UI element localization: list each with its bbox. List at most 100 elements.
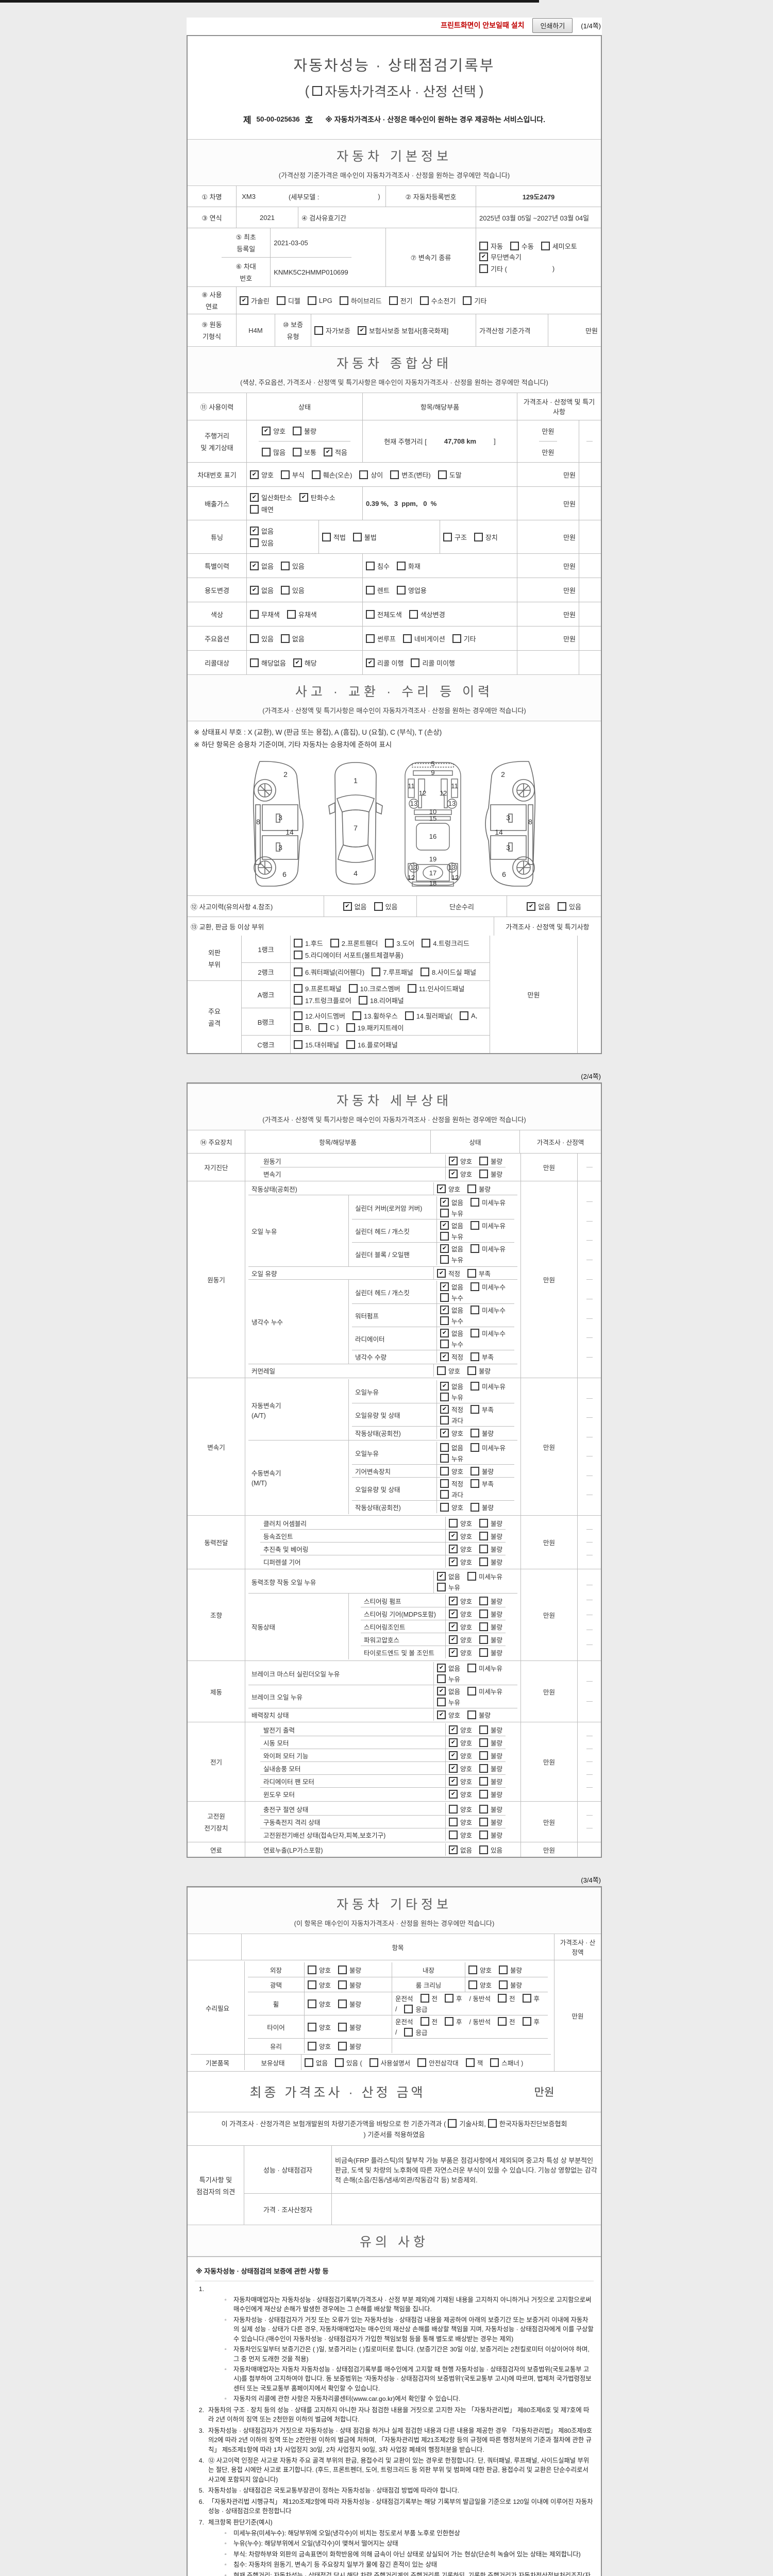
table-cell: 없음 미세누유 누유: [437, 1442, 514, 1464]
text: 2021-03-05: [274, 239, 308, 247]
checkbox-label: 있음 (: [346, 2059, 362, 2067]
checkbox-option: 불량: [470, 1428, 494, 1438]
checkbox-option: 양호: [440, 1502, 463, 1512]
checkbox-option: ✔ 양호: [448, 1596, 472, 1606]
checkbox-label: 불량: [491, 1598, 503, 1605]
checkbox-option: 있음: [374, 902, 397, 911]
checkbox-icon: [558, 902, 566, 911]
notice-bullet: ▫ 자동차매매업자는 자동차 자동차성능 · 상태점검기록부를 매수인에게 고지할…: [225, 2365, 594, 2393]
table-cell: ⑤ 최초 등록일 2021-03-05 ⑥ 차대 번호 KNMK5C2HMMP010699: [188, 228, 386, 286]
checkbox-option: 불량: [467, 1366, 491, 1376]
text: 주행거리: [205, 432, 229, 440]
checkbox-option: 14.필러패널(: [405, 1011, 452, 1021]
text: 운전석: [395, 2019, 413, 2026]
checkbox-label: 미세누유: [482, 1223, 506, 1230]
table-cell: [188, 1934, 242, 1960]
checkbox-icon: [467, 1572, 477, 1581]
checkbox-label: 불량: [349, 1967, 362, 1974]
checkbox-option: 침수: [366, 561, 390, 571]
checkbox-icon: [470, 1502, 480, 1512]
notice-bullet: ▫ 자동차의 리콜에 관한 사항은 자동차리콜센터(www.car.go.kr)에…: [225, 2394, 594, 2403]
table-cell: 기본품목: [191, 2055, 245, 2070]
document-title-block: 자동차성능 · 상태점검기록부 (자동차가격조사 · 산정 선택) 제 50-0…: [188, 36, 601, 139]
section-extra-header: 자동차 기타정보 (이 항목은 매수인이 자동차가격조사 · 산정을 원하는 경…: [188, 1887, 601, 1934]
checkbox-option: 있음: [250, 538, 274, 548]
checkbox-option: ✔ 양호: [262, 426, 285, 436]
table-row: 1랭크 1.후드 2.프론트휀더 3.도어 4.트렁크리드 5.라디에이터 서포트(볼트체…: [242, 936, 490, 963]
table-row: 라디에이터 팬 모터 ✔ 양호 불량: [260, 1775, 506, 1788]
checkbox-icon: [448, 1830, 458, 1839]
checkbox-option: ✔ 없음: [250, 526, 274, 536]
checkbox-label: 스패너 ): [501, 2059, 524, 2067]
empty-cell: [586, 420, 593, 441]
svg-text:2: 2: [283, 770, 288, 778]
checkbox-label: 후: [533, 1995, 540, 2003]
checkbox-option: 불량: [479, 1557, 502, 1567]
checkbox-checked-icon: ✔: [440, 1382, 449, 1391]
text: 가격조사 · 산정액 및 특기사항: [506, 923, 590, 931]
table-cell: ✔ 양호 부식 훼손(오손) 상이 변조(변타) 도말: [247, 463, 517, 486]
checkbox-label: 썬루프: [377, 635, 396, 643]
checkbox-icon: [437, 1366, 446, 1375]
table-row: 시동 모터 ✔ 양호 불량: [260, 1736, 506, 1749]
table-cell: A랭크 9.프론트패널 10.크로스멤버 11.인사이드패널 17.트렁크플로어 18.리…: [242, 981, 490, 1053]
section-accident-header: 사고 · 교환 · 수리 등 이력 (가격조사 · 산정액 및 특기사항은 매수…: [188, 674, 601, 721]
checkbox-icon: [348, 984, 358, 993]
spacer: [514, 268, 545, 269]
text: 항목/해당부품: [319, 1139, 357, 1146]
checkbox-icon: [294, 939, 303, 947]
checkbox-option: 양호: [437, 1366, 460, 1376]
table-cell: 적정 부족 과다: [437, 1478, 514, 1500]
checkbox-label: 누유: [451, 1394, 464, 1401]
checkbox-option: ✔ 양호: [448, 1764, 472, 1773]
checkbox-label: 1.후드: [305, 940, 323, 947]
table-cell: ✔ 양호 불량: [437, 1427, 514, 1439]
checkbox-option: 없음: [280, 634, 305, 643]
table-cell: 만원: [517, 626, 579, 650]
svg-text:3: 3: [278, 814, 282, 822]
checkbox-icon: [474, 532, 483, 541]
checkbox-option: 4.트렁크리드: [422, 938, 469, 948]
checkbox-option: 무채색: [250, 609, 280, 619]
checkbox-icon: [250, 505, 259, 514]
final-price-title: 최종 가격조사 · 산정 금액: [249, 2086, 426, 2100]
checkbox-option: 불량: [479, 1725, 502, 1735]
table-cell: ✔ 없음 있음: [247, 578, 363, 602]
checkbox-label: 적정: [451, 1406, 464, 1414]
checkbox-checked-icon: ✔: [448, 1156, 458, 1165]
checkbox-option: ✔ 해당: [293, 658, 317, 668]
checkbox-label: 부족: [482, 1353, 494, 1361]
checkbox-label: 영업용: [408, 586, 427, 595]
checkbox-option: 수소전기: [419, 296, 456, 306]
checkbox-icon: [366, 634, 375, 643]
table-cell: 커먼레일: [248, 1364, 434, 1377]
checkbox-label: 불량: [482, 1468, 494, 1476]
table-cell: ✔ 양호 불량 많음 보통 ✔ 적음: [247, 420, 363, 462]
checkbox-option: 도말: [438, 470, 462, 480]
table-row: 오일유량 및 상태 ✔ 적정 부족 과다: [352, 1403, 514, 1427]
table-row: [586, 1476, 593, 1496]
checkbox-icon: [359, 470, 368, 479]
checkbox-icon: [479, 1169, 488, 1178]
checkbox-option: ✔ 적정: [440, 1352, 463, 1362]
table-cell: [579, 602, 600, 626]
bullet-icon: ▫: [225, 2562, 227, 2568]
checkbox-option: 11.인사이드패널: [407, 984, 464, 993]
checkbox-option: 상이: [359, 470, 383, 480]
table-row: 스티어링 기어(MDPS포함) ✔ 양호 불량: [360, 1607, 506, 1620]
checkbox-icon: [470, 1479, 480, 1488]
checkbox-icon: [440, 1416, 449, 1425]
print-helper-install-link[interactable]: 프린트화면이 안보일때 설치: [441, 21, 525, 29]
print-button[interactable]: 인쇄하기: [532, 18, 573, 33]
checkbox-icon: [479, 1764, 488, 1773]
checkbox-option: 전체도색: [366, 609, 402, 619]
checkbox-icon: [417, 2058, 427, 2067]
checkbox-option: ✔ 무단변속기: [479, 252, 522, 262]
checkbox-checked-icon: ✔: [437, 1268, 446, 1278]
table-row: 변속기 자동변속기 (A/T) 오일누유 ✔ 없음 미세누유 누유 오일유량 및 상태 ✔ 적정 부족…: [188, 1378, 601, 1516]
checkbox-option: 불량: [479, 1764, 502, 1773]
table-cell: 충전구 절연 상태: [260, 1803, 446, 1815]
empty-cell: [586, 1543, 593, 1555]
checkbox-icon: [470, 1221, 480, 1230]
checkbox-option: 불량: [479, 1609, 502, 1619]
